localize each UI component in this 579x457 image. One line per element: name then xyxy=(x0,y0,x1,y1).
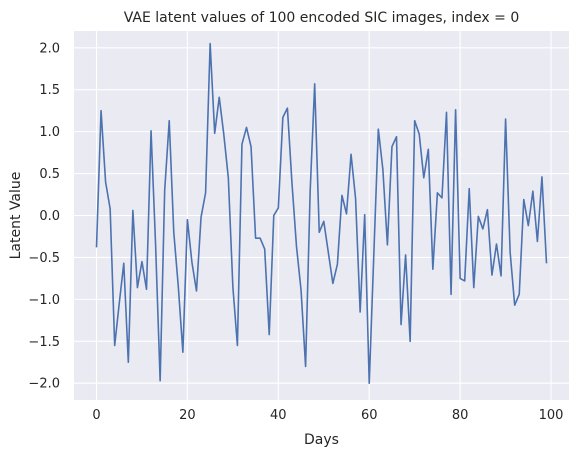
x-axis-label: Days xyxy=(304,432,339,448)
x-tick-label: 100 xyxy=(539,408,564,423)
y-tick-label: −2.0 xyxy=(28,377,60,392)
x-tick-label: 0 xyxy=(92,408,100,423)
y-tick-label: 2.0 xyxy=(39,41,60,56)
x-tick-label: 20 xyxy=(179,408,196,423)
x-tick-label: 80 xyxy=(452,408,469,423)
chart-title: VAE latent values of 100 encoded SIC ima… xyxy=(124,10,520,26)
y-tick-label: 1.5 xyxy=(39,83,60,98)
y-tick-label: −1.5 xyxy=(28,335,60,350)
y-tick-label: 0.5 xyxy=(39,167,60,182)
y-tick-label: −0.5 xyxy=(28,251,60,266)
x-tick-label: 40 xyxy=(270,408,287,423)
x-tick-label: 60 xyxy=(361,408,378,423)
y-tick-label: 0.0 xyxy=(39,209,60,224)
y-tick-label: −1.0 xyxy=(28,293,60,308)
y-axis-label: Latent Value xyxy=(8,172,24,260)
y-tick-label: 1.0 xyxy=(39,125,60,140)
